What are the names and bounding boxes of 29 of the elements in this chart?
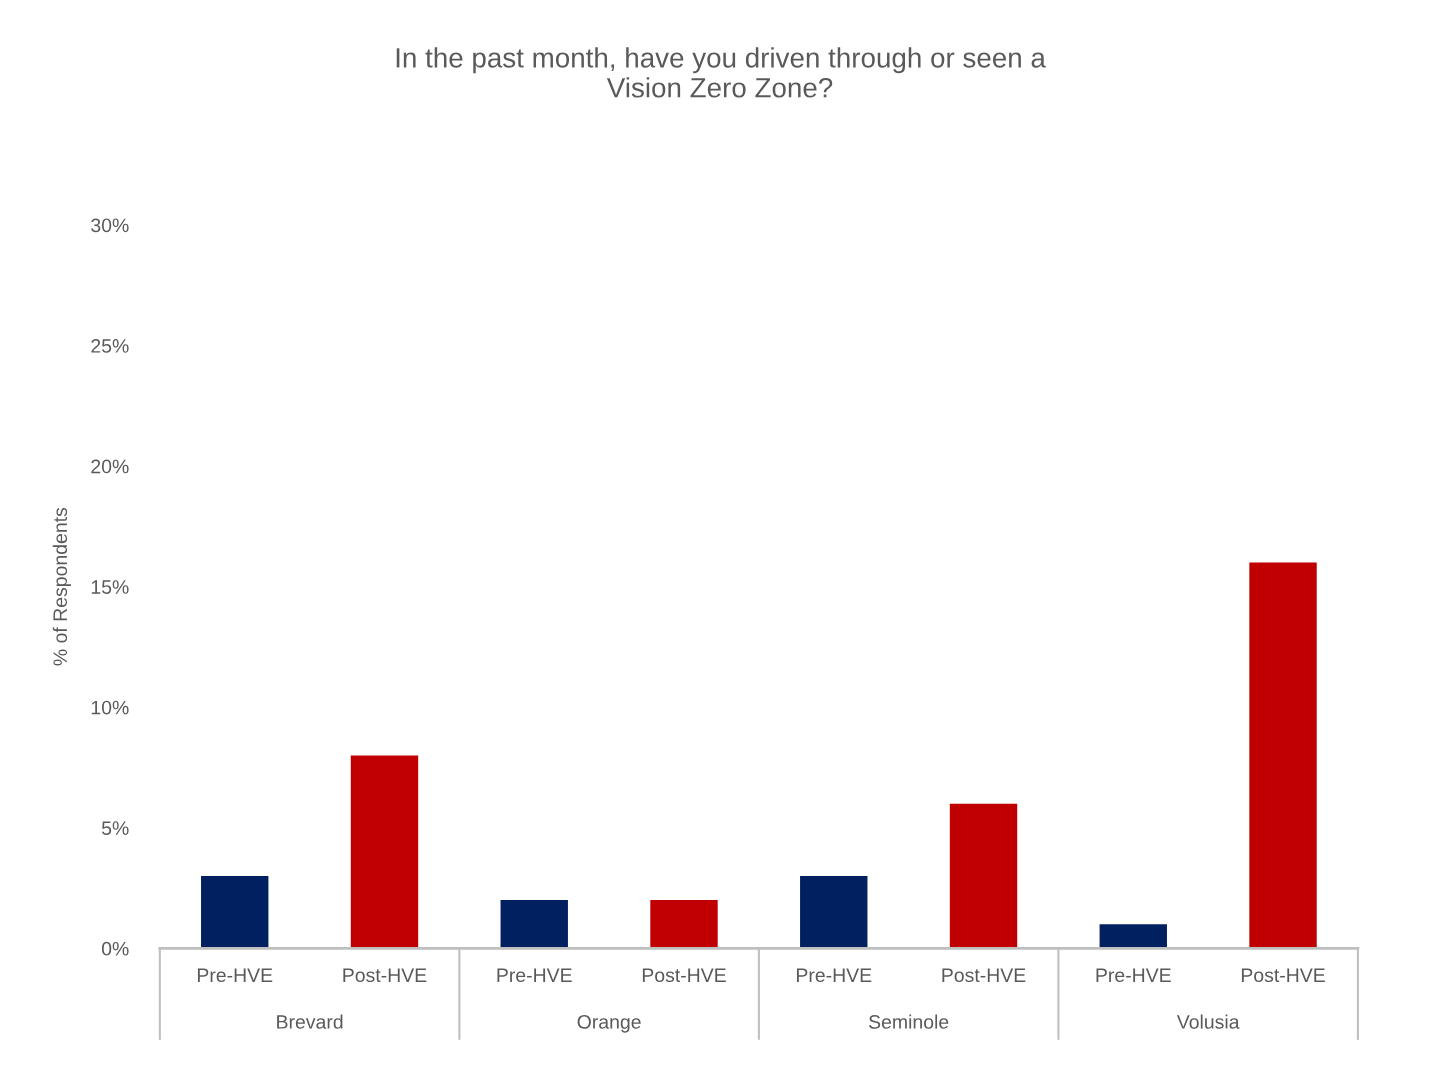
x-tick-label: Post-HVE [642,968,726,983]
bar [800,876,868,949]
x-tick-label: Post-HVE [343,968,427,983]
bar [949,803,1018,949]
text: Brevard [277,1014,343,1029]
x-tick-label: Pre-HVE [497,968,572,983]
y-tick-label: 15% [91,580,129,594]
y-tick-label: 0% [101,941,129,956]
y-axis-title: % of Respondents [52,507,71,666]
y-tick-label: 30% [91,218,129,233]
text: Seminole [868,1014,949,1029]
y-tick-label: 10% [91,700,129,715]
x-tick-label: Pre-HVE [797,968,872,983]
x-tick-label: Pre-HVE [1096,968,1171,983]
y-tick-label: 20% [91,459,129,474]
bar [1099,924,1167,949]
text: Orange [577,1015,641,1033]
bar [350,755,419,949]
x-tick-label: Pre-HVE [197,968,273,983]
text: Volusia [1176,1014,1240,1029]
bar [201,876,269,949]
y-tick-label: 5% [101,821,129,836]
y-tick-label: 25% [91,339,129,353]
x-tick-label: Post-HVE [1241,968,1325,983]
bar [650,900,718,949]
chart-title: In the past month, have you driven through or seen a Vision Zero Zone? [396,47,1046,98]
bar [500,900,568,949]
x-tick-label: Post-HVE [942,968,1026,983]
bar [1249,562,1317,949]
